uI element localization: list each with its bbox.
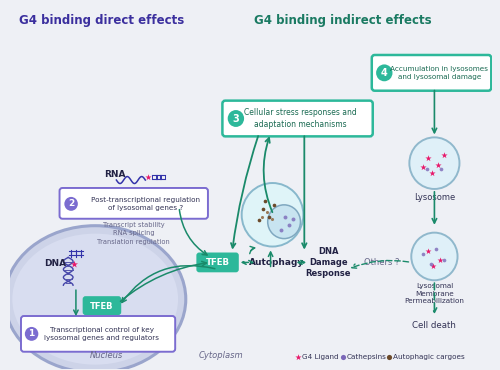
Circle shape xyxy=(228,110,244,127)
Point xyxy=(424,249,432,255)
Point xyxy=(261,198,269,204)
Text: G4 Ligand: G4 Ligand xyxy=(302,354,339,360)
Ellipse shape xyxy=(4,226,186,370)
Point xyxy=(430,263,438,269)
Point xyxy=(262,209,270,215)
Text: 3: 3 xyxy=(232,114,239,124)
Point xyxy=(339,354,347,360)
Text: TFEB: TFEB xyxy=(90,302,114,310)
Circle shape xyxy=(376,64,392,81)
Text: Autophagic cargoes: Autophagic cargoes xyxy=(393,354,464,360)
Circle shape xyxy=(25,327,38,341)
Text: 1: 1 xyxy=(28,329,34,339)
Point xyxy=(424,155,432,161)
Point xyxy=(277,227,285,233)
FancyBboxPatch shape xyxy=(198,253,238,271)
Text: G4 binding direct effects: G4 binding direct effects xyxy=(20,14,184,27)
Ellipse shape xyxy=(12,233,178,365)
Point xyxy=(255,217,263,223)
Point xyxy=(268,216,276,222)
Point xyxy=(270,202,278,208)
Text: DNA
Damage
Response: DNA Damage Response xyxy=(306,247,351,278)
Point xyxy=(419,164,427,170)
FancyBboxPatch shape xyxy=(21,316,175,352)
Point xyxy=(285,222,293,228)
Circle shape xyxy=(242,183,304,246)
Text: G4 binding indirect effects: G4 binding indirect effects xyxy=(254,14,432,27)
Point xyxy=(281,214,289,220)
Text: Accumulation in lysosomes
and lysosomal damage: Accumulation in lysosomes and lysosomal … xyxy=(390,66,488,80)
Text: Cellular stress responses and
adaptation mechanisms: Cellular stress responses and adaptation… xyxy=(244,108,357,129)
Point xyxy=(289,216,297,222)
Text: Transcriptional control of key
lysosomal genes and regulators: Transcriptional control of key lysosomal… xyxy=(44,327,160,341)
Point xyxy=(385,354,393,360)
Text: Others ?: Others ? xyxy=(364,258,399,267)
Point xyxy=(419,252,427,258)
Text: Cell death: Cell death xyxy=(412,321,457,330)
Text: Autophagy: Autophagy xyxy=(248,258,304,267)
Text: TFEB: TFEB xyxy=(206,258,230,267)
Text: Transcript stability
RNA splicing
Translation regulation: Transcript stability RNA splicing Transl… xyxy=(98,222,170,245)
Text: Lysosomal
Membrane
Permeabilization: Lysosomal Membrane Permeabilization xyxy=(404,283,464,304)
Text: RNA: RNA xyxy=(104,169,126,179)
Circle shape xyxy=(410,137,460,189)
Point xyxy=(144,174,152,180)
Point xyxy=(440,152,448,158)
FancyBboxPatch shape xyxy=(60,188,208,219)
Point xyxy=(426,262,434,268)
Text: 2: 2 xyxy=(68,199,74,208)
FancyBboxPatch shape xyxy=(84,297,120,314)
Point xyxy=(440,258,448,263)
Point xyxy=(258,214,266,220)
Text: Cytoplasm: Cytoplasm xyxy=(198,351,243,360)
Circle shape xyxy=(412,233,458,280)
Point xyxy=(436,258,444,263)
Point xyxy=(432,246,440,252)
Text: Nucleus: Nucleus xyxy=(90,351,124,360)
FancyBboxPatch shape xyxy=(222,101,372,137)
Text: 4: 4 xyxy=(381,68,388,78)
Point xyxy=(422,166,430,172)
Text: Lysosome: Lysosome xyxy=(414,193,455,202)
Text: Post-transcriptional regulation
of lysosomal genes ?: Post-transcriptional regulation of lysos… xyxy=(91,197,200,211)
Text: Cathepsins: Cathepsins xyxy=(346,354,387,360)
Point xyxy=(259,206,267,212)
FancyBboxPatch shape xyxy=(372,55,492,91)
Point xyxy=(264,214,272,220)
Point xyxy=(437,166,445,172)
Text: DNA: DNA xyxy=(44,259,66,268)
Point xyxy=(70,262,78,268)
Point xyxy=(428,170,436,176)
Circle shape xyxy=(268,205,300,239)
Point xyxy=(294,354,302,360)
Point xyxy=(434,162,442,168)
Circle shape xyxy=(64,197,78,211)
